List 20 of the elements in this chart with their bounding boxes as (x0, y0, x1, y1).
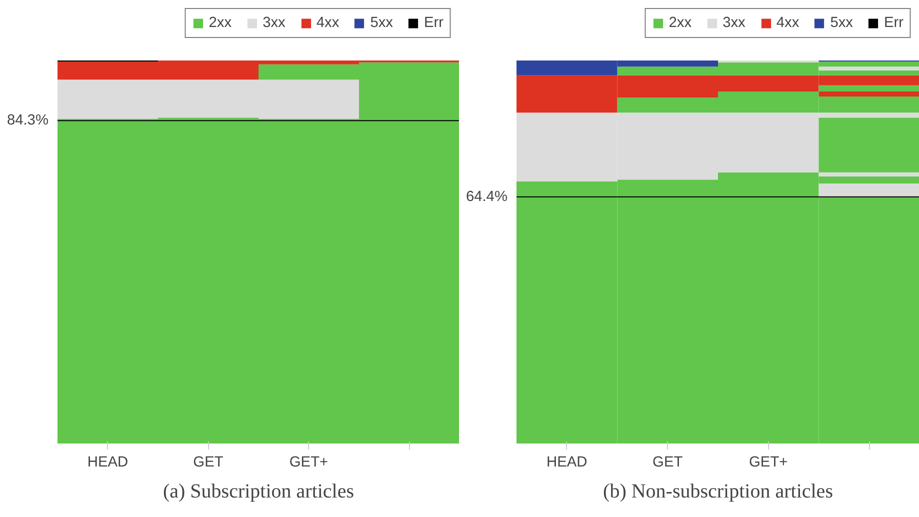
legend-label: Err (424, 15, 444, 31)
x-tick-label: GET+ (289, 454, 328, 470)
legend-label: Err (884, 15, 904, 31)
text: (b) Non-subscription articles (603, 480, 834, 502)
legend-label: 2xx (668, 15, 692, 31)
x-tick-label: HEAD (546, 454, 588, 470)
legend-label: 4xx (776, 15, 800, 31)
legend-label: 5xx (830, 15, 853, 31)
legend-label: 3xx (722, 15, 746, 31)
legend-label: 2xx (208, 15, 232, 31)
legend-label: 5xx (370, 15, 393, 31)
ref-line-label: 84.3% (6, 112, 49, 129)
legend-label: 3xx (262, 15, 286, 31)
text: (a) Subscription articles (162, 480, 354, 502)
x-tick-label: GET (652, 454, 683, 470)
legend-label: 4xx (316, 15, 340, 31)
x-tick-label: GET (193, 454, 224, 470)
x-tick-label: HEAD (87, 454, 128, 470)
x-tick-label: GET+ (749, 454, 788, 470)
ref-line-label: 64.4% (466, 188, 508, 205)
